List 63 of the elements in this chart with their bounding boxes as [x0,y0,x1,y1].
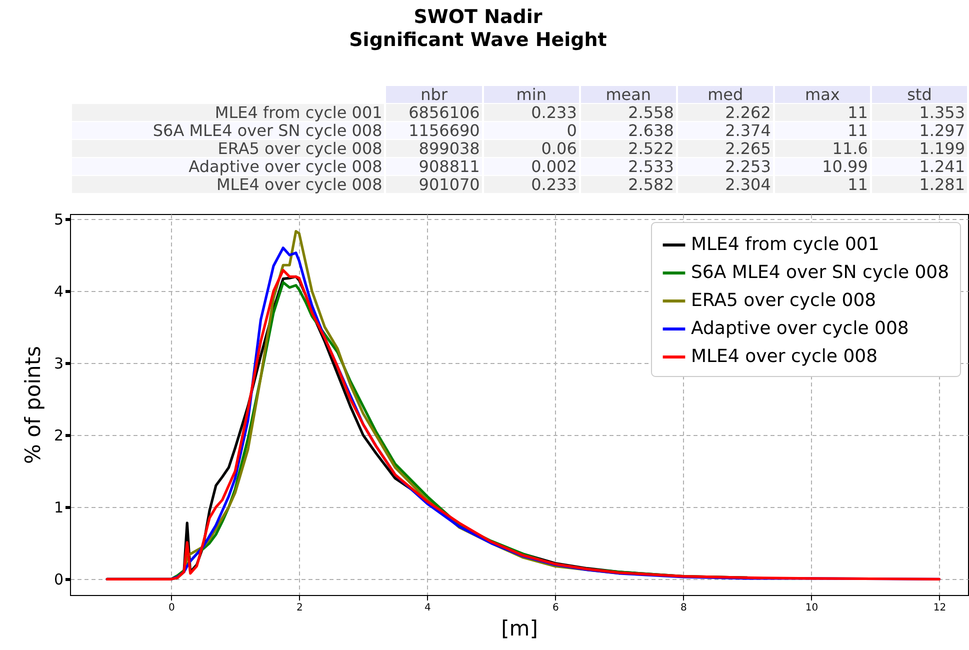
text: S6A MLE4 over SN cycle 008 [72,121,384,140]
text: 2.558 [580,103,676,122]
legend-label: MLE4 over cycle 008 [691,346,878,367]
text: 1.353 [872,103,967,122]
text: min [484,85,579,104]
x-tick-label: 0 [168,602,175,614]
text: Adaptive over cycle 008 [72,157,384,176]
text: med [678,85,773,104]
text: 2.533 [580,157,676,176]
text: 2.638 [580,121,676,140]
text: 908811 [386,157,482,176]
chart-title: SWOT Nadir [412,6,544,29]
text: 1.281 [872,175,967,194]
y-tick-label: 3 [54,354,64,373]
text: 1.199 [872,139,967,158]
text: 11.6 [774,139,870,158]
text: 0.06 [484,139,579,158]
legend-label: ERA5 over cycle 008 [691,290,876,311]
y-tick-label: 4 [54,282,64,301]
text: mean [580,85,676,104]
y-tick-label: 2 [54,426,64,445]
text: 2.265 [678,139,773,158]
x-tick-label: 6 [552,602,559,614]
text: 2.374 [678,121,773,140]
text: 0.233 [484,175,579,194]
text: MLE4 over cycle 008 [72,175,384,194]
y-tick-label: 5 [54,210,64,229]
x-tick-label: 2 [296,602,303,614]
text: max [774,85,870,104]
x-axis-title: [m] [501,616,538,640]
text: 2.262 [678,103,773,122]
text: 10.99 [774,157,870,176]
text: MLE4 from cycle 001 [72,103,384,122]
y-tick-label: 1 [54,498,64,517]
text: 0 [484,121,579,140]
text: 2.304 [678,175,773,194]
text: 11 [774,175,870,194]
y-axis-title: % of points [20,346,45,464]
text: 901070 [386,175,482,194]
legend-label: S6A MLE4 over SN cycle 008 [691,262,950,283]
x-tick-label: 10 [805,602,818,614]
text: 11 [774,103,870,122]
text: nbr [386,85,482,104]
text: 6856106 [386,103,482,122]
chart-subtitle: Significant Wave Height [348,29,608,52]
text: 899038 [386,139,482,158]
text: 0.002 [484,157,579,176]
y-tick-label: 0 [54,570,64,589]
text: std [872,85,967,104]
text: 2.582 [580,175,676,194]
x-tick-label: 4 [424,602,431,614]
legend-label: MLE4 from cycle 001 [691,234,880,255]
text: ERA5 over cycle 008 [72,139,384,158]
text: 1.297 [872,121,967,140]
text: 1.241 [872,157,967,176]
text: 1156690 [386,121,482,140]
text: 11 [774,121,870,140]
text: 2.522 [580,139,676,158]
x-tick-label: 8 [680,602,687,614]
text: 2.253 [678,157,773,176]
text: 0.233 [484,103,579,122]
legend-label: Adaptive over cycle 008 [691,318,909,339]
x-tick-label: 12 [933,602,946,614]
